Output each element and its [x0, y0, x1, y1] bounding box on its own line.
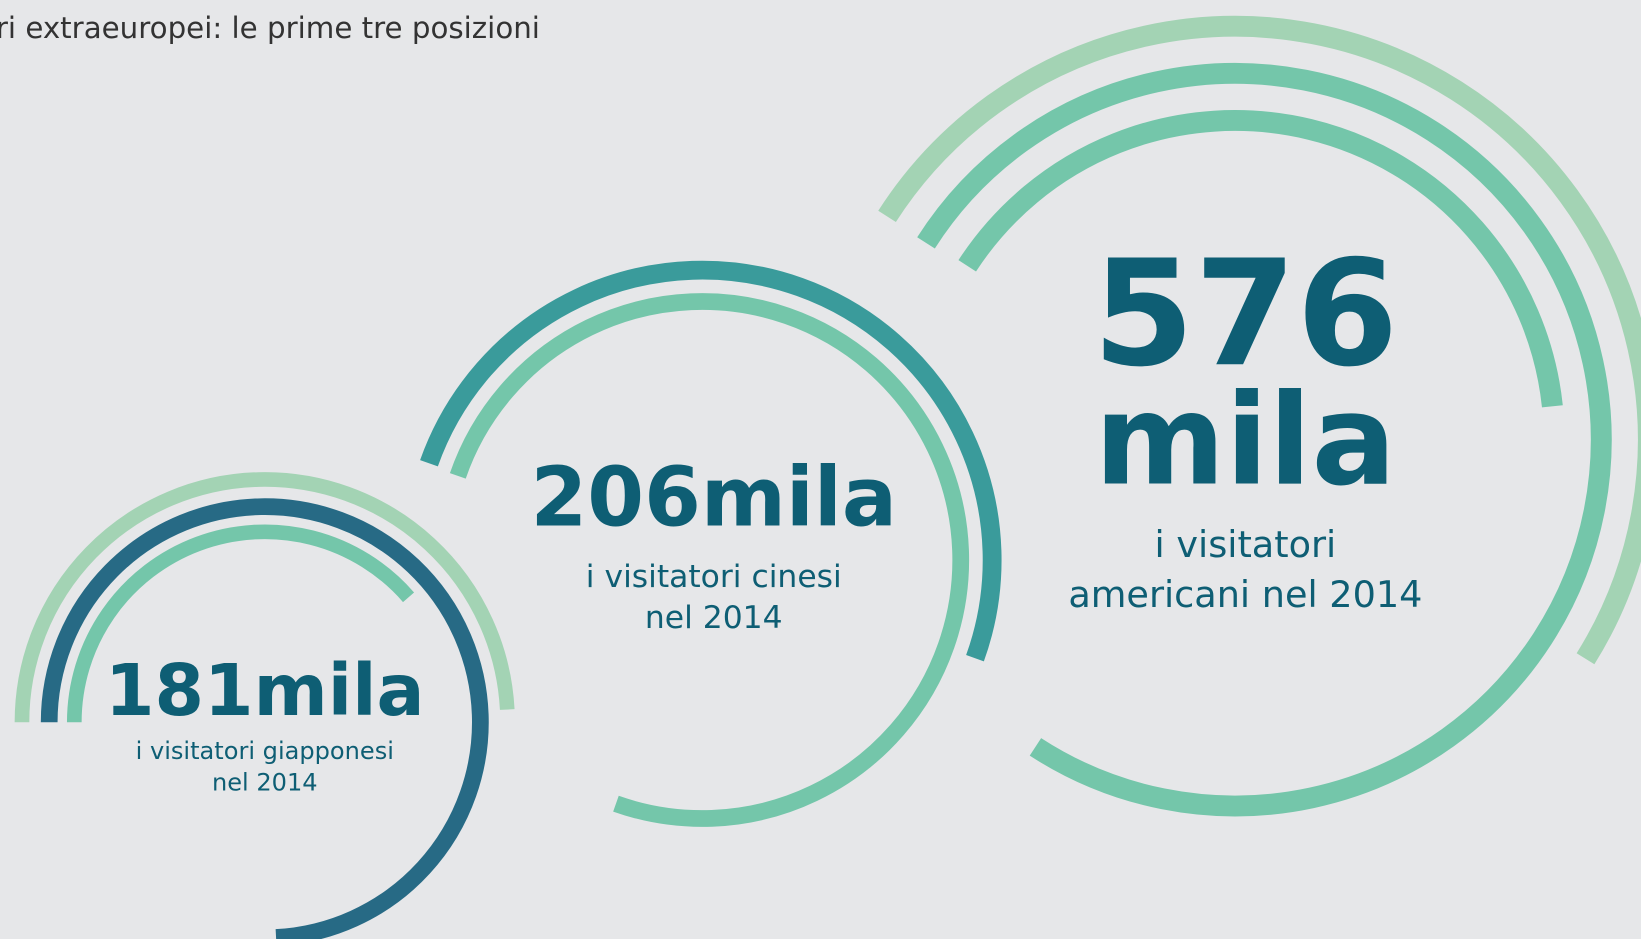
label: i visitatori cinesi — [586, 559, 842, 595]
arc — [958, 110, 1563, 408]
arc — [449, 293, 970, 827]
decorative-arcs — [14, 15, 1641, 939]
value: mila — [1095, 367, 1397, 514]
title: ri extraeuropei: le prime tre posizioni — [0, 11, 540, 45]
label: i visitatori giapponesi — [136, 737, 394, 765]
arc — [878, 15, 1641, 665]
arc — [917, 62, 1612, 817]
value: 181mila — [105, 649, 424, 732]
arc — [14, 472, 515, 723]
arc — [40, 498, 489, 939]
arc — [66, 524, 415, 723]
arc — [420, 260, 1002, 662]
label: nel 2014 — [212, 768, 318, 796]
label: americani nel 2014 — [1068, 573, 1422, 616]
value: 206mila — [531, 450, 897, 545]
value: 576 — [1092, 228, 1398, 399]
label: nel 2014 — [645, 600, 783, 636]
label: i visitatori — [1155, 523, 1337, 566]
